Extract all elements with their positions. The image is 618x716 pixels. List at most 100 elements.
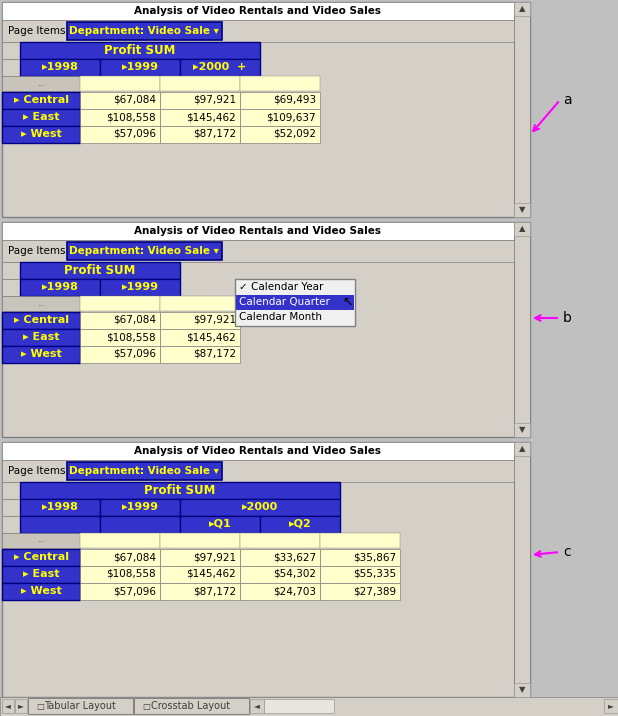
Bar bbox=[2, 222, 514, 240]
Text: $24,703: $24,703 bbox=[273, 586, 316, 596]
Text: $33,627: $33,627 bbox=[273, 552, 316, 562]
Text: ▸ East: ▸ East bbox=[23, 112, 59, 122]
Text: ▸Q1: ▸Q1 bbox=[209, 519, 231, 529]
Text: ▸ Central: ▸ Central bbox=[14, 315, 69, 325]
Bar bbox=[20, 279, 100, 296]
Bar bbox=[2, 92, 80, 109]
Bar bbox=[514, 423, 530, 437]
Bar bbox=[100, 279, 180, 296]
Bar bbox=[80, 126, 160, 143]
Bar bbox=[160, 346, 240, 363]
Text: Profit SUM: Profit SUM bbox=[145, 483, 216, 496]
Bar bbox=[160, 296, 240, 311]
Bar bbox=[180, 516, 260, 533]
Bar bbox=[514, 442, 530, 697]
Text: Analysis of Video Rentals and Video Sales: Analysis of Video Rentals and Video Sale… bbox=[135, 446, 381, 456]
Text: $87,172: $87,172 bbox=[193, 586, 236, 596]
Bar bbox=[20, 499, 100, 516]
Bar bbox=[514, 683, 530, 697]
Bar bbox=[2, 2, 530, 217]
Text: Page Items:: Page Items: bbox=[8, 246, 69, 256]
Text: □: □ bbox=[142, 702, 150, 710]
Bar bbox=[2, 2, 514, 20]
Text: $57,096: $57,096 bbox=[113, 586, 156, 596]
Text: ▸ West: ▸ West bbox=[20, 349, 61, 359]
Text: ▲: ▲ bbox=[519, 225, 525, 233]
Text: ▲: ▲ bbox=[519, 445, 525, 453]
Text: ▼: ▼ bbox=[519, 205, 525, 215]
Bar bbox=[2, 240, 514, 262]
Text: ↖: ↖ bbox=[342, 296, 352, 309]
Bar bbox=[514, 222, 530, 437]
Bar bbox=[160, 329, 240, 346]
Bar bbox=[160, 583, 240, 600]
Bar bbox=[2, 533, 80, 548]
Bar bbox=[2, 442, 530, 697]
Bar bbox=[260, 516, 340, 533]
Bar bbox=[20, 516, 100, 533]
Text: ►: ► bbox=[18, 702, 24, 710]
Bar bbox=[80, 329, 160, 346]
Text: ▸1998: ▸1998 bbox=[41, 282, 78, 292]
Bar bbox=[264, 699, 334, 713]
Text: $145,462: $145,462 bbox=[186, 112, 236, 122]
Text: $57,096: $57,096 bbox=[113, 129, 156, 139]
Bar bbox=[2, 346, 80, 363]
Text: $108,558: $108,558 bbox=[106, 332, 156, 342]
Bar bbox=[236, 295, 354, 310]
Bar bbox=[160, 126, 240, 143]
Bar bbox=[2, 699, 14, 713]
Bar bbox=[240, 92, 320, 109]
Text: ▸1999: ▸1999 bbox=[122, 62, 158, 72]
Text: ...: ... bbox=[37, 79, 45, 87]
Text: ✓ Calendar Year: ✓ Calendar Year bbox=[239, 282, 323, 292]
Text: Calendar Quarter: Calendar Quarter bbox=[239, 297, 330, 307]
Text: ▸2000  +: ▸2000 + bbox=[193, 62, 247, 72]
Text: $67,084: $67,084 bbox=[113, 315, 156, 325]
Text: ▸Q2: ▸Q2 bbox=[289, 519, 311, 529]
Bar bbox=[80, 566, 160, 583]
Text: ▲: ▲ bbox=[519, 4, 525, 14]
Bar bbox=[240, 566, 320, 583]
Bar bbox=[67, 242, 222, 260]
Text: Tabular Layout: Tabular Layout bbox=[44, 701, 116, 711]
Bar bbox=[2, 42, 20, 59]
Text: ▸ Central: ▸ Central bbox=[14, 552, 69, 562]
Text: ▼: ▼ bbox=[519, 685, 525, 695]
Bar bbox=[514, 442, 530, 456]
Text: ◄: ◄ bbox=[5, 702, 11, 710]
Bar bbox=[80, 92, 160, 109]
Bar bbox=[15, 699, 27, 713]
Bar bbox=[134, 698, 249, 714]
Bar bbox=[2, 549, 80, 566]
Text: Profit SUM: Profit SUM bbox=[64, 263, 136, 276]
Text: Calendar Month: Calendar Month bbox=[239, 312, 322, 322]
Text: ...: ... bbox=[37, 536, 45, 544]
Text: ▸ East: ▸ East bbox=[23, 569, 59, 579]
Bar bbox=[0, 708, 618, 716]
Bar bbox=[2, 109, 80, 126]
Bar bbox=[2, 59, 20, 76]
Text: ▸ East: ▸ East bbox=[23, 332, 59, 342]
Text: ...: ... bbox=[37, 299, 45, 307]
Bar bbox=[2, 20, 514, 42]
Bar bbox=[80, 109, 160, 126]
Bar bbox=[20, 262, 180, 279]
Bar bbox=[2, 583, 80, 600]
Text: Analysis of Video Rentals and Video Sales: Analysis of Video Rentals and Video Sale… bbox=[135, 6, 381, 16]
Bar bbox=[2, 566, 80, 583]
Bar bbox=[80, 312, 160, 329]
Bar bbox=[2, 126, 80, 143]
Bar bbox=[20, 482, 340, 499]
Text: Department: Video Sale ▾: Department: Video Sale ▾ bbox=[69, 466, 219, 476]
Text: $108,558: $108,558 bbox=[106, 569, 156, 579]
Bar bbox=[160, 566, 240, 583]
Bar bbox=[80, 76, 160, 91]
Bar bbox=[2, 262, 20, 279]
Bar bbox=[160, 533, 240, 548]
Bar bbox=[514, 203, 530, 217]
Bar bbox=[235, 279, 355, 326]
Bar bbox=[240, 76, 320, 91]
Text: Department: Video Sale ▾: Department: Video Sale ▾ bbox=[69, 26, 219, 36]
Text: Crosstab Layout: Crosstab Layout bbox=[151, 701, 231, 711]
